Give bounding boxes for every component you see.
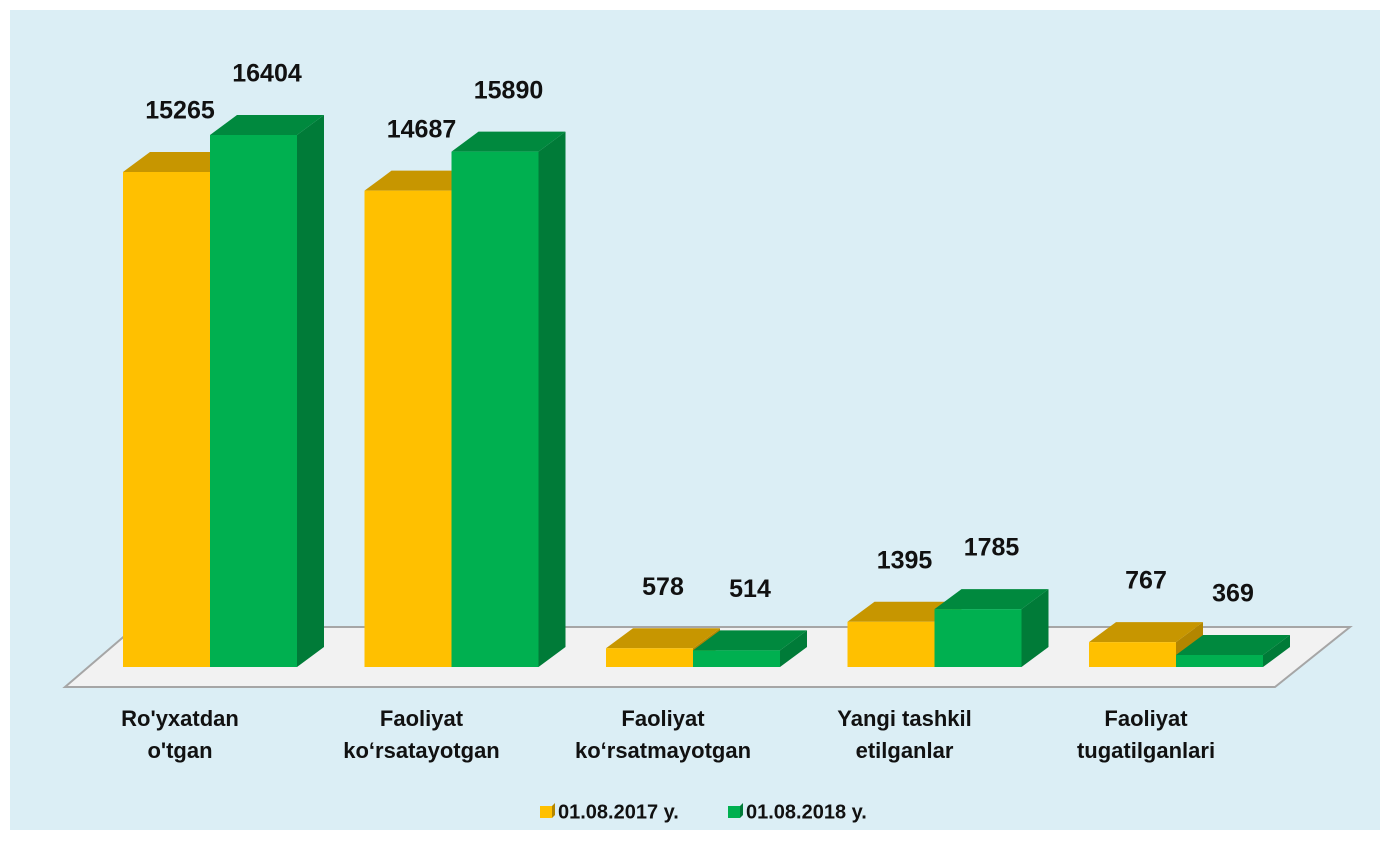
bar bbox=[693, 630, 807, 667]
data-label: 14687 bbox=[387, 115, 457, 143]
bar-side bbox=[1021, 589, 1049, 667]
bar-top bbox=[934, 589, 1049, 610]
data-label: 514 bbox=[729, 575, 771, 603]
bar bbox=[1089, 622, 1203, 667]
data-label: 16404 bbox=[232, 60, 302, 88]
bar-front bbox=[1089, 642, 1176, 667]
x-tick-label: Yangi tashkil bbox=[837, 706, 972, 731]
data-label: 578 bbox=[642, 573, 684, 601]
legend-swatch bbox=[728, 806, 740, 818]
bar-front bbox=[210, 135, 297, 667]
bar-front bbox=[123, 171, 210, 668]
bar-top bbox=[123, 151, 237, 172]
legend-label: 01.08.2017 y. bbox=[558, 801, 679, 823]
x-tick-label: ko‘rsatayotgan bbox=[343, 738, 500, 763]
bar-front bbox=[606, 648, 693, 667]
data-label: 15265 bbox=[145, 97, 215, 125]
legend-swatch-side bbox=[740, 803, 743, 818]
bar bbox=[210, 115, 324, 667]
x-tick-label: ko‘rsatmayotgan bbox=[575, 738, 751, 763]
bar-side bbox=[1263, 635, 1290, 667]
bar bbox=[1176, 635, 1290, 667]
bar-front bbox=[364, 190, 452, 668]
legend-label: 01.08.2018 y. bbox=[746, 801, 867, 823]
data-label: 1395 bbox=[877, 546, 933, 574]
bar-side bbox=[780, 630, 807, 667]
bar bbox=[934, 589, 1049, 667]
legend-swatch-side bbox=[552, 803, 555, 818]
bar-front bbox=[693, 650, 780, 667]
data-label: 369 bbox=[1212, 580, 1254, 608]
bar-top bbox=[210, 115, 324, 135]
x-tick-label: Faoliyat bbox=[380, 706, 464, 731]
bar-top bbox=[451, 131, 566, 152]
x-tick-label: o'tgan bbox=[147, 738, 212, 763]
x-tick-label: etilganlar bbox=[856, 738, 954, 763]
data-label: 15890 bbox=[474, 76, 544, 104]
x-tick-label: Faoliyat bbox=[1104, 706, 1188, 731]
bar-top bbox=[847, 601, 962, 622]
x-tick-label: Faoliyat bbox=[621, 706, 705, 731]
bar-top bbox=[1089, 622, 1203, 643]
bar-top bbox=[364, 170, 479, 191]
bar bbox=[451, 131, 566, 668]
bar-side bbox=[297, 115, 324, 667]
bar-front bbox=[1176, 655, 1263, 667]
bar-side bbox=[538, 131, 566, 668]
bar-front bbox=[847, 621, 935, 667]
bar-front bbox=[451, 151, 539, 668]
x-tick-label: tugatilganlari bbox=[1077, 738, 1215, 763]
bar-front bbox=[934, 609, 1022, 667]
bar-top bbox=[693, 630, 807, 651]
data-label: 1785 bbox=[964, 534, 1020, 562]
x-tick-label: Ro'yxatdan bbox=[121, 706, 239, 731]
data-label: 767 bbox=[1125, 567, 1167, 595]
legend-swatch bbox=[540, 806, 552, 818]
bar-top bbox=[1176, 635, 1290, 656]
bar-top bbox=[606, 628, 720, 649]
